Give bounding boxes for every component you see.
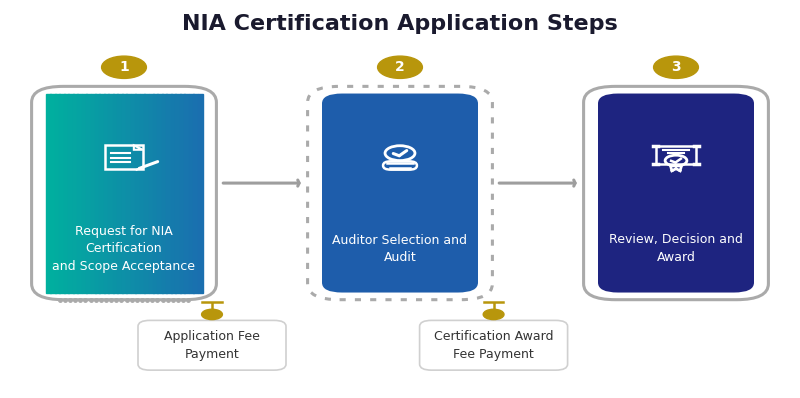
Bar <box>126 94 131 293</box>
Text: Review, Decision and
Award: Review, Decision and Award <box>609 234 743 264</box>
FancyBboxPatch shape <box>598 94 754 293</box>
Circle shape <box>378 56 422 78</box>
Bar <box>46 94 51 293</box>
Text: 1: 1 <box>119 60 129 74</box>
Bar <box>68 94 74 293</box>
Bar <box>95 94 100 293</box>
Circle shape <box>483 309 504 320</box>
Text: 2: 2 <box>395 60 405 74</box>
Circle shape <box>202 309 222 320</box>
Bar <box>193 94 198 293</box>
FancyBboxPatch shape <box>307 86 492 300</box>
Bar <box>180 94 185 293</box>
Bar <box>64 94 69 293</box>
Bar <box>135 94 140 293</box>
Text: Certification Award
Fee Payment: Certification Award Fee Payment <box>434 330 554 361</box>
Bar <box>82 94 87 293</box>
Bar <box>104 94 110 293</box>
Bar <box>109 94 114 293</box>
Bar <box>175 94 181 293</box>
Circle shape <box>102 56 146 78</box>
Bar <box>162 94 167 293</box>
Bar <box>171 94 176 293</box>
Text: Application Fee
Payment: Application Fee Payment <box>164 330 260 361</box>
Bar <box>153 94 158 293</box>
Bar <box>90 94 96 293</box>
FancyBboxPatch shape <box>583 86 768 300</box>
Bar <box>113 94 118 293</box>
Bar <box>86 94 91 293</box>
Bar <box>77 94 82 293</box>
Bar <box>73 94 78 293</box>
Bar <box>122 94 127 293</box>
Text: NIA Certification Application Steps: NIA Certification Application Steps <box>182 14 618 34</box>
FancyBboxPatch shape <box>31 86 216 300</box>
FancyBboxPatch shape <box>419 320 568 370</box>
Bar <box>59 94 65 293</box>
Bar <box>118 94 122 293</box>
Text: Auditor Selection and
Audit: Auditor Selection and Audit <box>333 234 467 264</box>
Bar <box>139 94 145 293</box>
Bar <box>130 94 136 293</box>
Bar <box>189 94 194 293</box>
Text: Request for NIA
Certification
and Scope Acceptance: Request for NIA Certification and Scope … <box>53 225 195 273</box>
Bar <box>198 94 203 293</box>
Bar <box>158 94 162 293</box>
Text: 3: 3 <box>671 60 681 74</box>
Bar <box>166 94 171 293</box>
Bar <box>144 94 150 293</box>
Bar <box>99 94 105 293</box>
FancyBboxPatch shape <box>322 94 478 293</box>
FancyBboxPatch shape <box>138 320 286 370</box>
Bar <box>184 94 190 293</box>
Bar <box>50 94 56 293</box>
Circle shape <box>654 56 698 78</box>
Bar <box>55 94 60 293</box>
Bar <box>149 94 154 293</box>
